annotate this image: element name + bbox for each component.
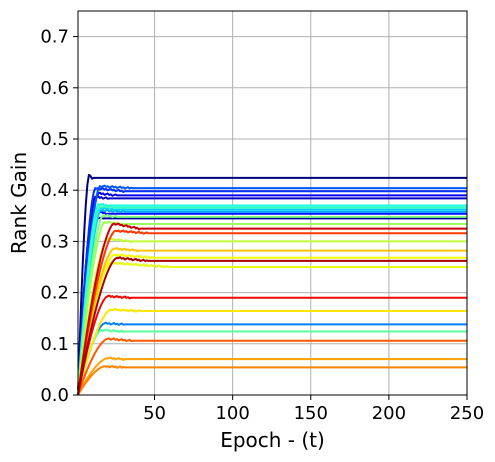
y-tick-label: 0.6 — [40, 78, 69, 99]
y-tick-label: 0.0 — [40, 385, 69, 406]
series-line-10 — [77, 206, 467, 396]
series-line-15 — [77, 220, 467, 396]
series-line-13 — [77, 328, 467, 396]
series-line-7 — [77, 184, 467, 396]
series-line-22 — [77, 364, 467, 396]
series-line-5 — [77, 210, 467, 396]
y-tick-label: 0.1 — [40, 334, 69, 355]
series-line-24 — [77, 229, 467, 396]
x-tick-label: 200 — [372, 403, 406, 424]
x-axis-title: Epoch - (t) — [220, 428, 325, 452]
x-tick-label: 250 — [450, 403, 484, 424]
y-tick-label: 0.7 — [40, 27, 69, 48]
y-tick-label: 0.4 — [40, 180, 69, 201]
series-line-16 — [77, 237, 467, 396]
axis-ticks: 50 100 150 200 250 0.0 0.1 0.2 0.3 0.4 0.5 0.6 0.7 — [40, 27, 484, 424]
series-line-26 — [77, 222, 467, 396]
series-line-19 — [77, 307, 467, 396]
y-tick-label: 0.2 — [40, 283, 69, 304]
series-line-8 — [77, 321, 467, 396]
series-line-2 — [77, 215, 467, 396]
x-tick-label: 50 — [143, 403, 166, 424]
series-line-11 — [77, 202, 467, 396]
series-line-17 — [77, 261, 467, 396]
series-line-12 — [77, 205, 467, 396]
series-lines — [77, 173, 467, 396]
x-tick-label: 100 — [215, 403, 249, 424]
plot-area-frame — [77, 10, 468, 396]
series-line-9 — [77, 208, 467, 396]
series-line-3 — [77, 195, 467, 396]
y-tick-label: 0.3 — [40, 231, 69, 252]
series-line-23 — [77, 337, 467, 396]
series-line-20 — [77, 247, 467, 396]
series-line-18 — [77, 253, 467, 396]
series-line-25 — [77, 294, 467, 396]
x-tick-label: 150 — [294, 403, 328, 424]
series-line-6 — [77, 187, 467, 396]
series-line-14 — [77, 214, 467, 396]
y-axis-title: Rank Gain — [7, 152, 31, 254]
series-line-1 — [77, 173, 467, 396]
series-line-27 — [77, 256, 467, 396]
series-line-4 — [77, 191, 467, 396]
y-tick-label: 0.5 — [40, 129, 69, 150]
series-line-21 — [77, 356, 467, 396]
